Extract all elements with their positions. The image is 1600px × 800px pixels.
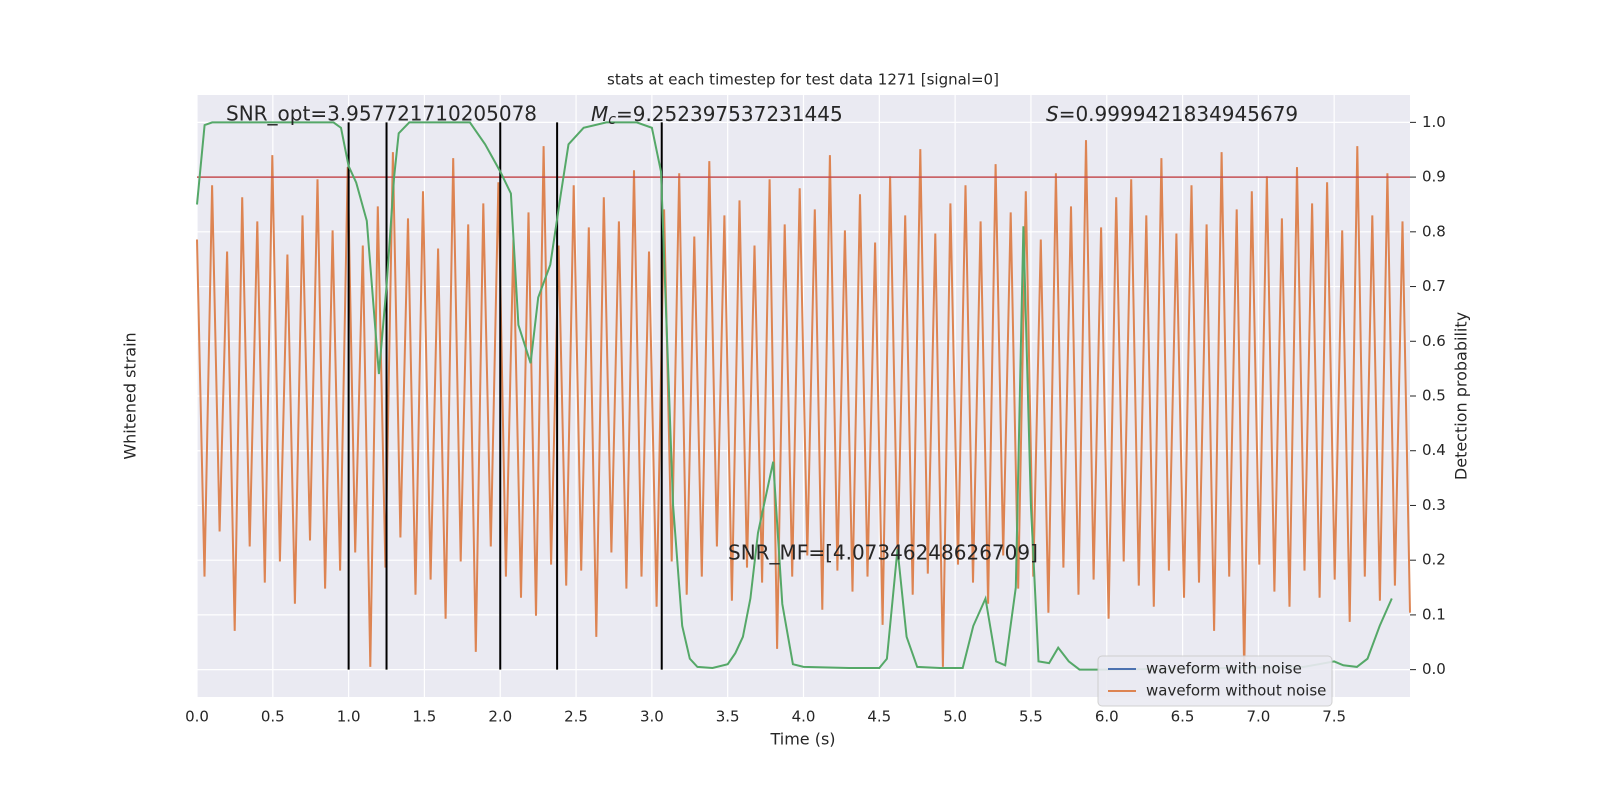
x-tick-label: 3.5 — [716, 708, 740, 726]
waveform-line — [196, 140, 1411, 673]
marks — [196, 121, 1411, 673]
annotation-text: =9.252397537231445 — [616, 102, 843, 126]
y-axis-label: Whitened strain — [121, 332, 140, 459]
legend: waveform with noise waveform without nois… — [1097, 655, 1333, 707]
annotation-text: =0.9999421834945679 — [1059, 102, 1298, 126]
y2-tick-label: 0.0 — [1422, 660, 1446, 678]
x-tick-label: 1.5 — [413, 708, 437, 726]
x-tick-label: 6.0 — [1095, 708, 1119, 726]
y2-tick-label: 0.2 — [1422, 551, 1446, 569]
annotation-symbol: M — [591, 102, 608, 126]
y2-axis-label: Detection probability — [1452, 312, 1471, 480]
x-tick-label: 7.0 — [1246, 708, 1270, 726]
annotation: S=0.9999421834945679 — [1046, 102, 1298, 126]
chart-title: stats at each timestep for test data 127… — [607, 71, 999, 89]
x-tick-label: 0.5 — [261, 708, 285, 726]
annotation: SNR_MF=[4.07346248626709] — [728, 541, 1038, 565]
legend-label: waveform without noise — [1146, 682, 1326, 700]
probability-line — [196, 121, 1393, 671]
x-tick-label: 0.0 — [185, 708, 209, 726]
y2-tick-label: 1.0 — [1422, 113, 1446, 131]
x-axis-label: Time (s) — [769, 730, 835, 749]
legend-label: waveform with noise — [1146, 660, 1302, 678]
x-tick-label: 2.0 — [488, 708, 512, 726]
x-tick-label: 2.5 — [564, 708, 588, 726]
y2-tick-label: 0.9 — [1422, 168, 1446, 186]
x-tick-label: 7.5 — [1322, 708, 1346, 726]
annotation-subscript: c — [608, 112, 616, 128]
x-tick-label: 5.0 — [943, 708, 967, 726]
legend-box — [1097, 655, 1333, 707]
x-tick-label: 5.5 — [1019, 708, 1043, 726]
x-tick-label: 3.0 — [640, 708, 664, 726]
x-tick-label: 6.5 — [1171, 708, 1195, 726]
x-tick-label: 4.5 — [867, 708, 891, 726]
y2-tick-label: 0.6 — [1422, 332, 1446, 350]
annotation: SNR_opt=3.957721710205078 — [226, 102, 537, 126]
x-tick-label: 1.0 — [337, 708, 361, 726]
y2-tick-label: 0.8 — [1422, 222, 1446, 240]
x-tick-label: 4.0 — [792, 708, 816, 726]
y2-tick-label: 0.3 — [1422, 496, 1446, 514]
annotation: Mc=9.252397537231445 — [591, 102, 843, 129]
y2-tick-label: 0.4 — [1422, 441, 1446, 459]
annotation-symbol: S — [1046, 102, 1059, 126]
y2-tick-label: 0.1 — [1422, 605, 1446, 623]
y2-tick-label: 0.7 — [1422, 277, 1446, 295]
y2-tick-label: 0.5 — [1422, 387, 1446, 405]
